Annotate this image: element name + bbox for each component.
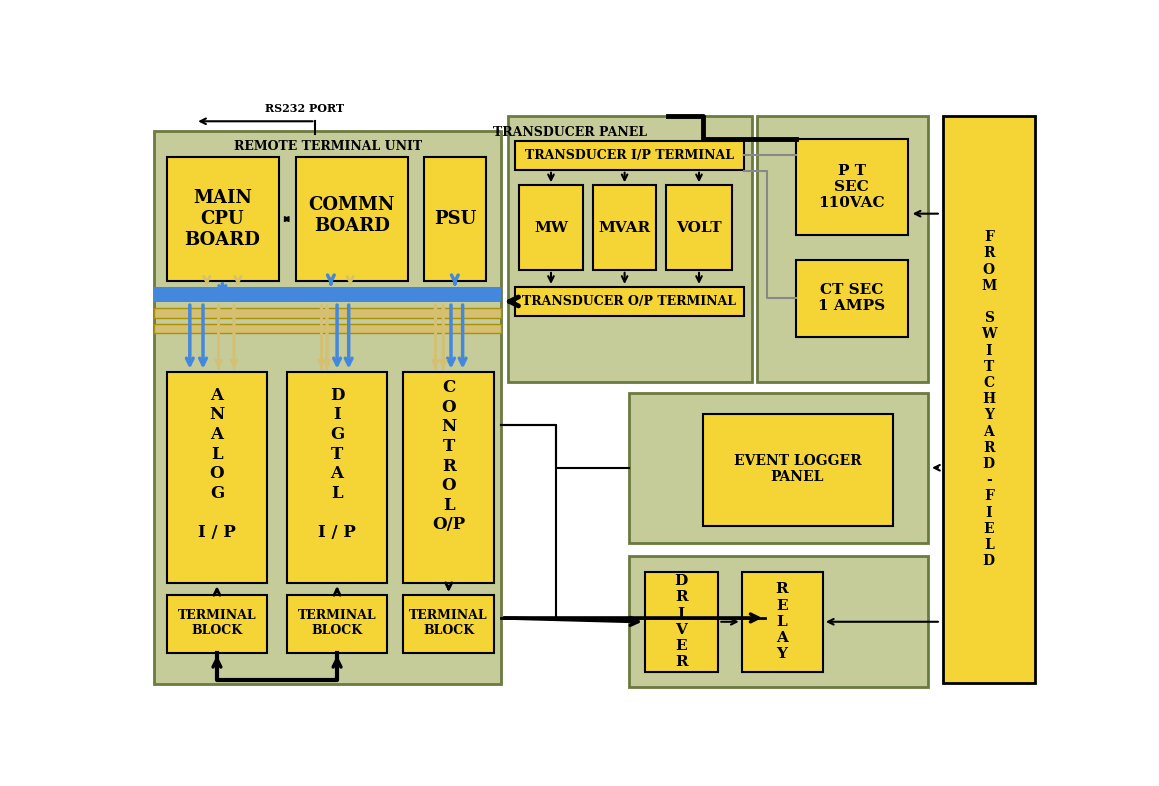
Bar [702,414,892,526]
Text: TRANSDUCER I/P TERMINAL: TRANSDUCER I/P TERMINAL [525,149,734,162]
Text: D
I
G
T
A
L

I / P: D I G T A L I / P [319,387,356,541]
Bar [644,571,719,672]
Text: R
E
L
A
Y: R E L A Y [775,582,788,661]
Bar [154,324,501,333]
Text: MVAR: MVAR [598,221,650,234]
Text: REMOTE TERMINAL UNIT: REMOTE TERMINAL UNIT [234,140,422,153]
Bar [167,372,268,583]
Bar [666,185,732,270]
Bar [296,157,408,281]
Bar [154,287,501,303]
Bar [154,308,501,318]
Bar [167,595,268,652]
Bar [286,372,387,583]
Bar [424,157,486,281]
Text: PSU: PSU [433,210,476,228]
Bar [629,556,927,687]
Bar [167,157,279,281]
Bar [516,287,744,316]
Text: D
R
I
V
E
R: D R I V E R [675,575,687,669]
Text: MW: MW [534,221,568,234]
Text: TRANSDUCER O/P TERMINAL: TRANSDUCER O/P TERMINAL [523,295,736,308]
Bar [592,185,656,270]
Text: TERMINAL
BLOCK: TERMINAL BLOCK [409,609,488,637]
Bar [403,595,495,652]
Text: MAIN
CPU
BOARD: MAIN CPU BOARD [184,189,261,249]
Bar [508,116,752,381]
Text: COMMN
BOARD: COMMN BOARD [308,196,395,234]
Bar [516,141,744,170]
Bar [403,372,495,583]
Bar [286,595,387,652]
Bar [154,131,502,684]
Text: RS232 PORT: RS232 PORT [265,103,344,114]
Text: F
R
O
M

S
W
I
T
C
H
Y
A
R
D
-
F
I
E
L
D: F R O M S W I T C H Y A R D - F I E L D [981,230,997,568]
Text: TERMINAL
BLOCK: TERMINAL BLOCK [298,609,377,637]
Bar [757,116,927,381]
Bar [629,393,927,543]
Text: TRANSDUCER PANEL: TRANSDUCER PANEL [493,127,647,139]
Bar [519,185,583,270]
Text: CT SEC
1 AMPS: CT SEC 1 AMPS [818,283,885,314]
Bar [943,116,1035,683]
Text: EVENT LOGGER
PANEL: EVENT LOGGER PANEL [734,454,861,484]
Text: TERMINAL
BLOCK: TERMINAL BLOCK [177,609,256,637]
Text: A
N
A
L
O
G

I / P: A N A L O G I / P [198,387,235,541]
Text: VOLT: VOLT [676,221,722,234]
Bar [796,260,909,337]
Text: C
O
N
T
R
O
L
O/P: C O N T R O L O/P [432,379,465,534]
Bar [742,571,823,672]
Text: P T
SEC
110VAC: P T SEC 110VAC [818,163,885,210]
Bar [796,139,909,235]
